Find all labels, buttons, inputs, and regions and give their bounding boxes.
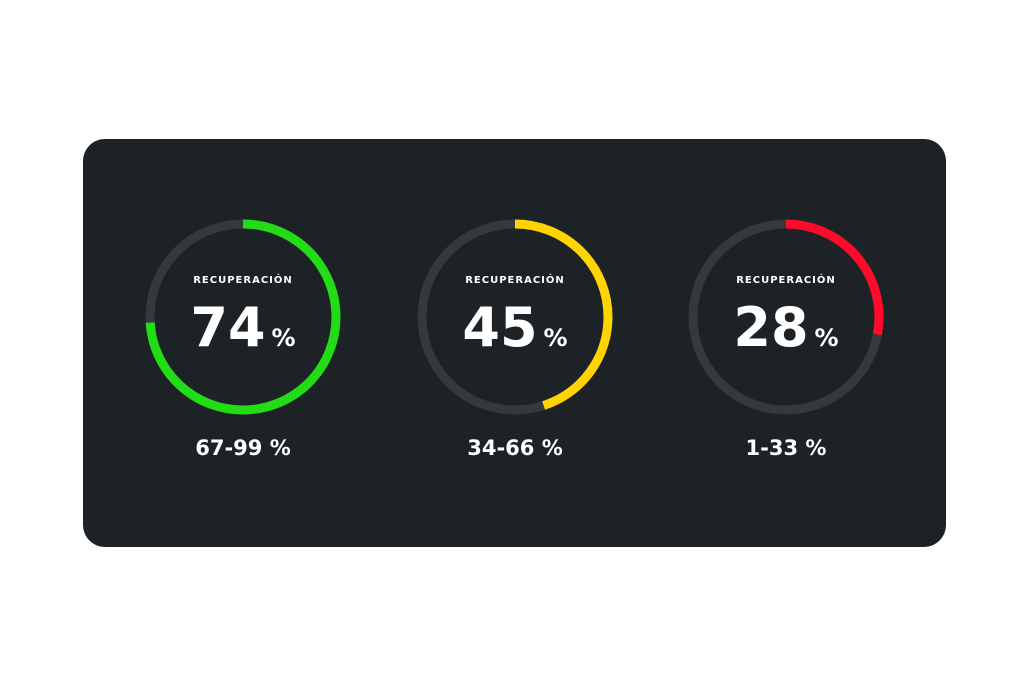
gauge-range: 1-33 % <box>746 436 827 460</box>
gauge-unit: % <box>544 324 568 352</box>
gauge-number: 28 <box>733 296 808 359</box>
gauge-number: 45 <box>462 296 537 359</box>
gauge-arc <box>145 219 341 415</box>
gauge-label: RECUPERACIÓN <box>465 273 565 286</box>
gauge-unit: % <box>815 324 839 352</box>
gauge-value: 74% <box>190 296 295 359</box>
gauge-range: 34-66 % <box>467 436 563 460</box>
gauge-label: RECUPERACIÓN <box>736 273 836 286</box>
gauge-unit: % <box>272 324 296 352</box>
gauge-number: 74 <box>190 296 265 359</box>
gauge-arc <box>417 219 613 415</box>
gauge-label: RECUPERACIÓN <box>193 273 293 286</box>
gauge-arc <box>688 219 884 415</box>
gauge-value: 45% <box>462 296 567 359</box>
gauge-value: 28% <box>733 296 838 359</box>
gauge-range: 67-99 % <box>195 436 291 460</box>
